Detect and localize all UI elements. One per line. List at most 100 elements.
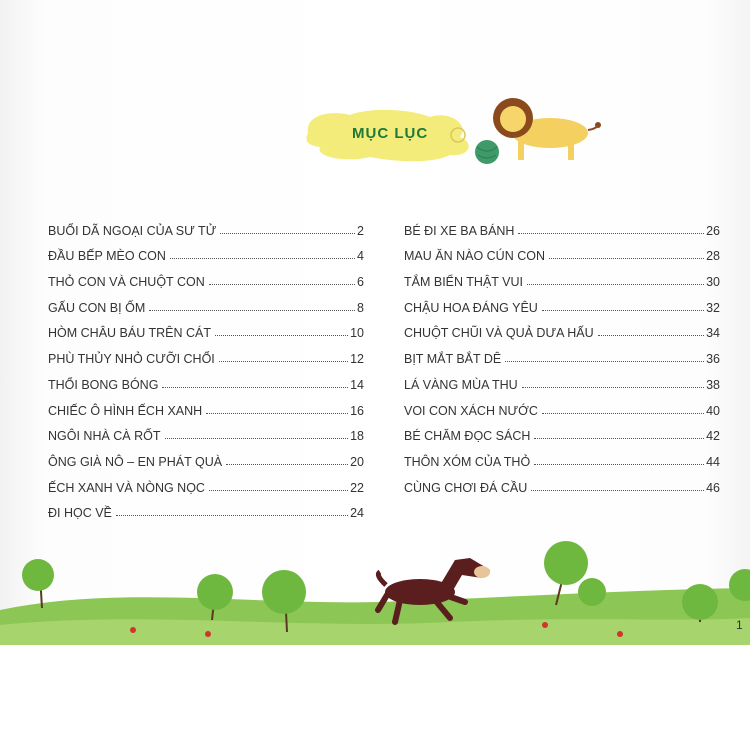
toc-entry: ẾCH XANH VÀ NÒNG NỌC 22 bbox=[48, 469, 364, 495]
dot-leader bbox=[220, 232, 356, 234]
page-number: 1 bbox=[736, 618, 743, 632]
dot-leader bbox=[597, 335, 705, 337]
toc-entry: BÉ ĐI XE BA BÁNH 26 bbox=[404, 212, 720, 238]
dot-leader bbox=[149, 309, 356, 311]
toc-entry: BÉ CHĂM ĐỌC SÁCH 42 bbox=[404, 418, 720, 444]
entry-page: 24 bbox=[350, 506, 364, 521]
entry-title: BÉ CHĂM ĐỌC SÁCH bbox=[404, 429, 531, 444]
dot-leader bbox=[518, 232, 705, 234]
dot-leader bbox=[541, 309, 705, 311]
toc-entry: LÁ VÀNG MÙA THU 38 bbox=[404, 366, 720, 392]
tree bbox=[22, 559, 54, 609]
entry-page: 16 bbox=[350, 403, 364, 418]
dot-leader bbox=[534, 438, 705, 440]
tree bbox=[544, 541, 606, 606]
entry-page: 46 bbox=[706, 480, 720, 495]
dot-leader bbox=[521, 386, 705, 388]
entry-page: 12 bbox=[350, 352, 364, 367]
entry-title: ẾCH XANH VÀ NÒNG NỌC bbox=[48, 480, 205, 495]
toc-entry: ĐI HỌC VỀ 24 bbox=[48, 495, 364, 521]
toc-entry: MAU ĂN NÀO CÚN CON 28 bbox=[404, 238, 720, 264]
entry-page: 36 bbox=[706, 352, 720, 367]
entry-title: LÁ VÀNG MÙA THU bbox=[404, 377, 518, 392]
toc-entry: PHÙ THỦY NHỎ CƯỠI CHỔI 12 bbox=[48, 340, 364, 366]
entry-page: 2 bbox=[357, 223, 364, 238]
entry-page: 42 bbox=[706, 429, 720, 444]
entry-title: CHẬU HOA ĐÁNG YÊU bbox=[404, 300, 538, 315]
entry-page: 32 bbox=[706, 300, 720, 315]
entry-title: BÉ ĐI XE BA BÁNH bbox=[404, 223, 515, 238]
toc-left-column: BUỔI DÃ NGOẠI CỦA SƯ TỬ 2 ĐẦU BẾP MÈO CON 4… bbox=[48, 212, 364, 521]
tree bbox=[682, 569, 750, 622]
toc-entry: CHIẾC Ô HÌNH ẾCH XANH 16 bbox=[48, 392, 364, 418]
entry-page: 4 bbox=[357, 249, 364, 264]
toc-entry: CHUỘT CHŨI VÀ QUẢ DƯA HẤU 34 bbox=[404, 315, 720, 341]
entry-title: HÒM CHÂU BÁU TRÊN CÁT bbox=[48, 326, 211, 341]
entry-title: THỎ CON VÀ CHUỘT CON bbox=[48, 275, 205, 290]
toc-entry: TẮM BIỂN THẬT VUI 30 bbox=[404, 263, 720, 289]
entry-page: 8 bbox=[357, 300, 364, 315]
entry-title: PHÙ THỦY NHỎ CƯỠI CHỔI bbox=[48, 352, 215, 367]
toc-right-column: BÉ ĐI XE BA BÁNH 26 MAU ĂN NÀO CÚN CON 28 TẮ… bbox=[404, 212, 720, 495]
entry-title: ĐẦU BẾP MÈO CON bbox=[48, 249, 166, 264]
dot-leader bbox=[505, 361, 705, 363]
page-title: MỤC LỤC bbox=[352, 125, 429, 142]
entry-title: BỊT MẮT BẮT DÊ bbox=[404, 352, 502, 367]
dot-leader bbox=[541, 412, 705, 414]
entry-page: 22 bbox=[350, 480, 364, 495]
toc-entry: HÒM CHÂU BÁU TRÊN CÁT 10 bbox=[48, 315, 364, 341]
dot-leader bbox=[527, 284, 705, 286]
meadow-illustration bbox=[0, 541, 750, 645]
entry-page: 30 bbox=[706, 275, 720, 290]
toc-entry: CÙNG CHƠI ĐÁ CẦU 46 bbox=[404, 469, 720, 495]
toc-entry: CHẬU HOA ĐÁNG YÊU 32 bbox=[404, 289, 720, 315]
dot-leader bbox=[208, 489, 349, 491]
entry-title: CHUỘT CHŨI VÀ QUẢ DƯA HẤU bbox=[404, 326, 594, 341]
entry-page: 20 bbox=[350, 454, 364, 469]
cloud-and-lion-illustration bbox=[306, 98, 601, 164]
entry-title: BUỔI DÃ NGOẠI CỦA SƯ TỬ bbox=[48, 223, 217, 238]
toc-entry: THÔN XÓM CỦA THỎ 44 bbox=[404, 443, 720, 469]
toc-entry: BUỔI DÃ NGOẠI CỦA SƯ TỬ 2 bbox=[48, 212, 364, 238]
dot-leader bbox=[164, 438, 349, 440]
entry-title: ĐI HỌC VỀ bbox=[48, 506, 112, 521]
title-banner: MỤC LỤC bbox=[300, 95, 610, 170]
entry-title: NGÔI NHÀ CÀ RỐT bbox=[48, 429, 161, 444]
entry-page: 38 bbox=[706, 377, 720, 392]
dot-leader bbox=[115, 515, 349, 517]
entry-page: 6 bbox=[357, 275, 364, 290]
entry-page: 28 bbox=[706, 249, 720, 264]
entry-title: THÔN XÓM CỦA THỎ bbox=[404, 454, 531, 469]
entry-page: 34 bbox=[706, 326, 720, 341]
dot-leader bbox=[162, 386, 349, 388]
entry-title: GẤU CON BỊ ỐM bbox=[48, 300, 146, 315]
toc-entry: ĐẦU BẾP MÈO CON 4 bbox=[48, 238, 364, 264]
dot-leader bbox=[218, 361, 349, 363]
entry-title: VOI CON XÁCH NƯỚC bbox=[404, 403, 538, 418]
entry-page: 40 bbox=[706, 403, 720, 418]
entry-page: 14 bbox=[350, 377, 364, 392]
toc-entry: BỊT MẮT BẮT DÊ 36 bbox=[404, 340, 720, 366]
entry-title: TẮM BIỂN THẬT VUI bbox=[404, 275, 524, 290]
entry-title: ÔNG GIÀ NÔ – EN PHÁT QUÀ bbox=[48, 454, 223, 469]
entry-title: CHIẾC Ô HÌNH ẾCH XANH bbox=[48, 403, 203, 418]
toc-entry: ÔNG GIÀ NÔ – EN PHÁT QUÀ 20 bbox=[48, 443, 364, 469]
dot-leader bbox=[531, 489, 705, 491]
entry-title: CÙNG CHƠI ĐÁ CẦU bbox=[404, 480, 528, 495]
toc-entry: VOI CON XÁCH NƯỚC 40 bbox=[404, 392, 720, 418]
dot-leader bbox=[226, 463, 349, 465]
entry-page: 26 bbox=[706, 223, 720, 238]
book-page: MỤC LỤC BUỔI DÃ NGOẠI CỦA SƯ TỬ 2 ĐẦU BẾP … bbox=[0, 0, 750, 645]
toc-entry: THỎ CON VÀ CHUỘT CON 6 bbox=[48, 263, 364, 289]
dot-leader bbox=[548, 258, 705, 260]
dot-leader bbox=[534, 463, 705, 465]
tree bbox=[262, 570, 306, 633]
entry-title: THỔI BONG BÓNG bbox=[48, 377, 159, 392]
dot-leader bbox=[214, 335, 349, 337]
entry-page: 10 bbox=[350, 326, 364, 341]
toc-entry: THỔI BONG BÓNG 14 bbox=[48, 366, 364, 392]
tree bbox=[197, 574, 233, 621]
toc-entry: GẤU CON BỊ ỐM 8 bbox=[48, 289, 364, 315]
horse bbox=[375, 558, 490, 625]
dot-leader bbox=[169, 258, 356, 260]
